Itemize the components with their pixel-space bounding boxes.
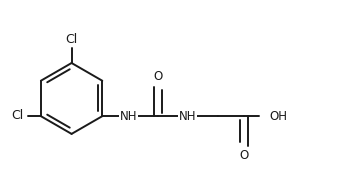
Text: OH: OH: [269, 110, 288, 123]
Text: O: O: [239, 149, 249, 162]
Text: Cl: Cl: [65, 33, 78, 46]
Text: Cl: Cl: [11, 109, 23, 122]
Text: NH: NH: [179, 110, 196, 123]
Text: O: O: [153, 70, 162, 83]
Text: NH: NH: [119, 110, 137, 123]
